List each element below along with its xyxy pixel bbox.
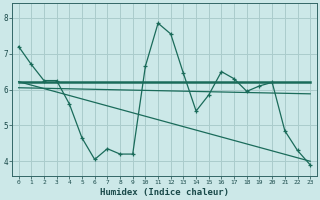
X-axis label: Humidex (Indice chaleur): Humidex (Indice chaleur): [100, 188, 229, 197]
